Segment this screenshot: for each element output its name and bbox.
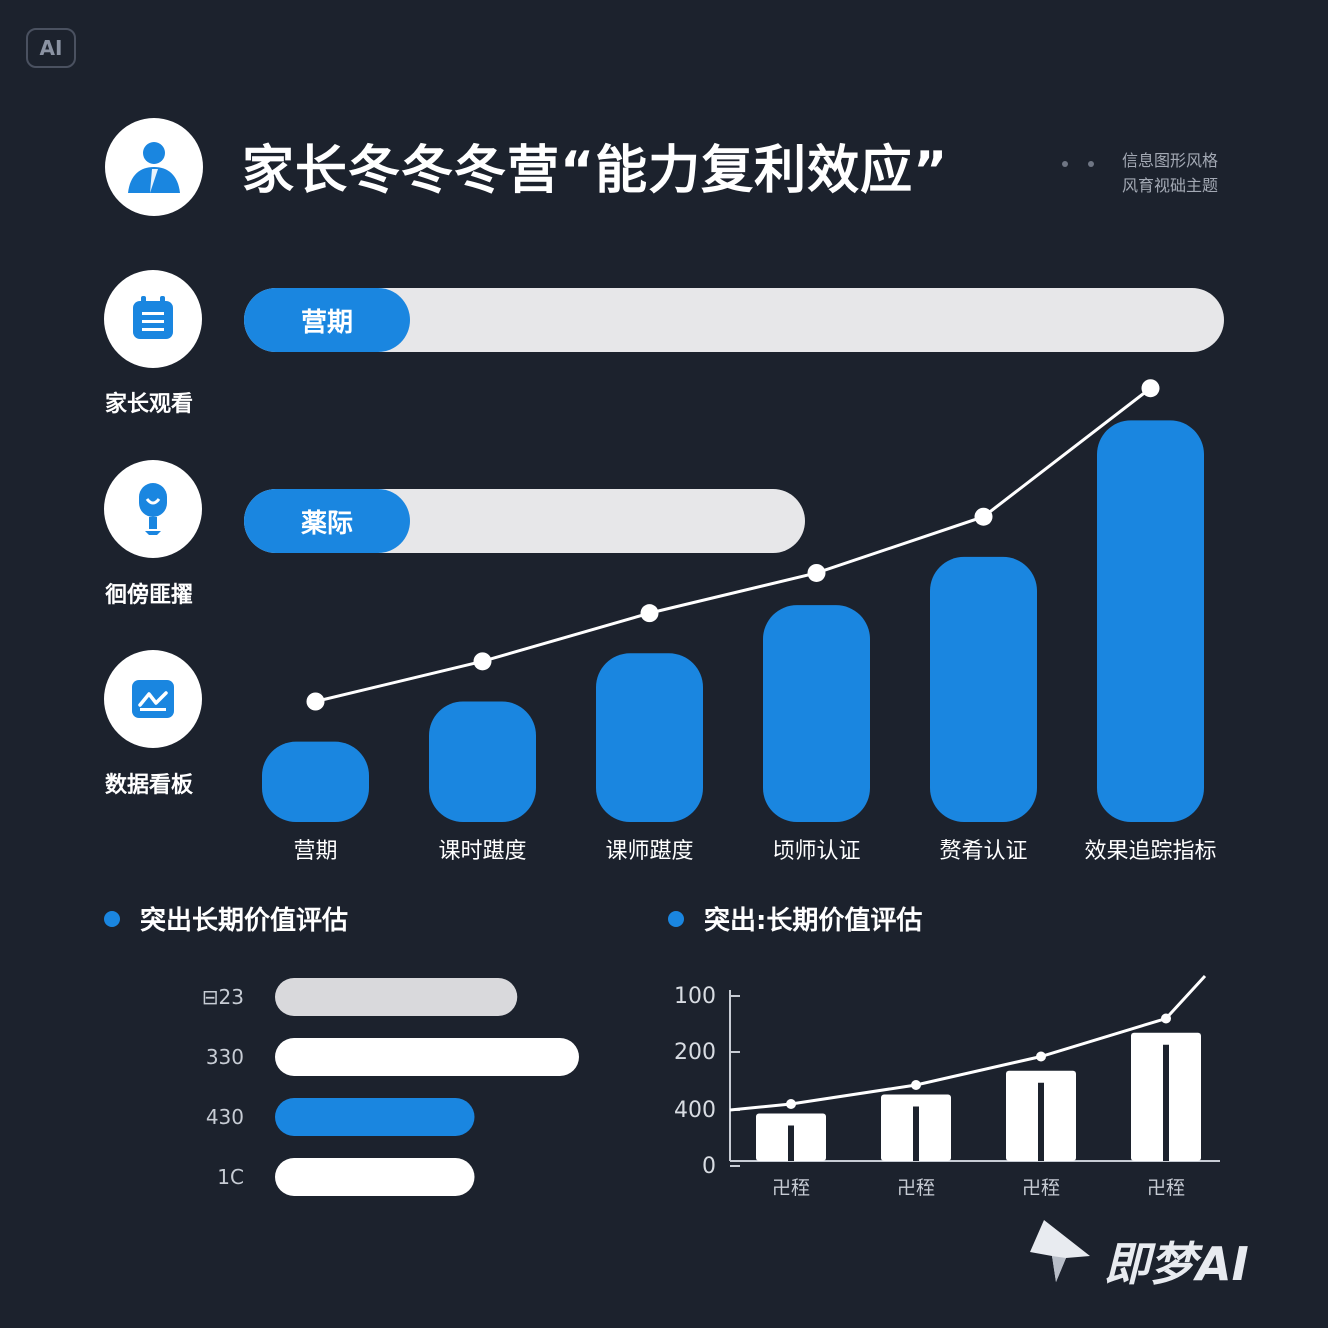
small-bar-divider-3 [1163, 1044, 1169, 1161]
main-bar-5 [1097, 420, 1204, 822]
hbar-label-0: ⊟23 [202, 985, 244, 1009]
small-bar-divider-1 [913, 1106, 919, 1161]
small-growth-chart: 100 200 400 0 卍秷 卍秷 卍秷 卍秷 [674, 974, 1220, 1199]
small-bar-divider-0 [788, 1125, 794, 1161]
watermark-text: 即梦AI [1104, 1237, 1249, 1291]
hbar-1 [275, 1038, 579, 1076]
main-bar-0 [262, 741, 369, 822]
small-trend-point-0 [786, 1099, 796, 1109]
hbar-label-3: 1C [217, 1165, 244, 1189]
main-bar-4 [930, 556, 1037, 822]
main-tick-label-5: 效果追踪指标 [1084, 839, 1216, 864]
main-tick-label-3: 顷师认证 [772, 839, 860, 864]
small-x-tick-2: 卍秷 [1022, 1177, 1060, 1199]
main-bar-1 [429, 701, 536, 822]
main-tick-label-1: 课时踸度 [438, 839, 526, 864]
progress-bar-camp: 营期 [244, 288, 1224, 352]
main-tick-label-2: 课师踸度 [605, 839, 693, 864]
main-trend-point-4 [974, 507, 993, 526]
side-label-parent-watch: 家长观看 [105, 392, 194, 417]
hbar-2 [275, 1098, 475, 1136]
style-note: 信息图形风格 风育视础主题 [1122, 148, 1218, 198]
person-icon [105, 118, 203, 216]
hbar-label-1: 330 [206, 1045, 244, 1069]
ai-badge: AI [26, 28, 76, 68]
main-trend-line [315, 387, 1152, 703]
main-trend-point-3 [807, 563, 826, 582]
calendar-icon [104, 270, 202, 368]
small-trend-line [729, 974, 1207, 1112]
small-trend-point-3 [1161, 1013, 1171, 1024]
page-title: 家长冬冬冬营“能力复利效应” [242, 141, 949, 201]
side-label-microphone: 徊傍匪擢 [105, 583, 194, 608]
small-x-tick-0: 卍秷 [772, 1177, 810, 1199]
bullet-dot [668, 910, 684, 927]
small-y-tick-1: 200 [674, 1040, 716, 1065]
small-y-tick-3: 0 [702, 1154, 716, 1179]
small-y-tick-2: 400 [674, 1098, 716, 1123]
horizontal-bar-chart: ⊟23 330 430 1C [202, 978, 579, 1196]
main-trend-point-0 [306, 692, 325, 711]
main-trend-point-5 [1141, 379, 1160, 398]
main-tick-label-0: 营期 [293, 839, 337, 864]
progress-fill-camp: 营期 [244, 288, 410, 352]
main-trend-point-1 [473, 652, 492, 671]
jimeng-logo-icon [1030, 1220, 1090, 1282]
small-x-tick-1: 卍秷 [897, 1177, 935, 1199]
progress-bar-actual: 薬际 [244, 489, 805, 553]
small-trend-point-1 [911, 1080, 921, 1090]
left-section-heading-text: 突出长期价值评估 [140, 906, 349, 936]
left-section-heading: 突出长期价值评估 [104, 900, 348, 937]
right-section-heading: 突出:长期价值评估 [668, 900, 922, 937]
side-label-data-board: 数据看板 [105, 773, 194, 798]
bullet-dot [104, 910, 120, 927]
main-tick-label-4: 赘肴认证 [939, 839, 1027, 864]
style-note-line2: 风育视础主题 [1122, 176, 1219, 195]
hbar-0 [275, 978, 518, 1016]
main-bar-3 [763, 605, 870, 822]
main-bar-2 [596, 653, 703, 822]
style-note-line1: 信息图形风格 [1122, 151, 1219, 170]
chart-board-icon [104, 650, 202, 748]
decor-dots [1062, 152, 1114, 171]
small-bar-divider-2 [1038, 1082, 1044, 1161]
small-trend-point-2 [1036, 1051, 1046, 1062]
progress-fill-actual: 薬际 [244, 489, 410, 553]
small-y-tick-0: 100 [674, 984, 716, 1009]
right-section-heading-text: 突出:长期价值评估 [704, 906, 923, 936]
main-trend-point-2 [640, 604, 659, 623]
hbar-label-2: 430 [206, 1105, 244, 1129]
main-growth-chart: 营期 课时踸度 课师踸度 顷师认证 赘肴认证 效果追踪指标 [262, 379, 1217, 864]
small-x-tick-3: 卍秷 [1147, 1177, 1185, 1199]
hbar-3 [275, 1158, 475, 1196]
microphone-icon [104, 460, 202, 558]
